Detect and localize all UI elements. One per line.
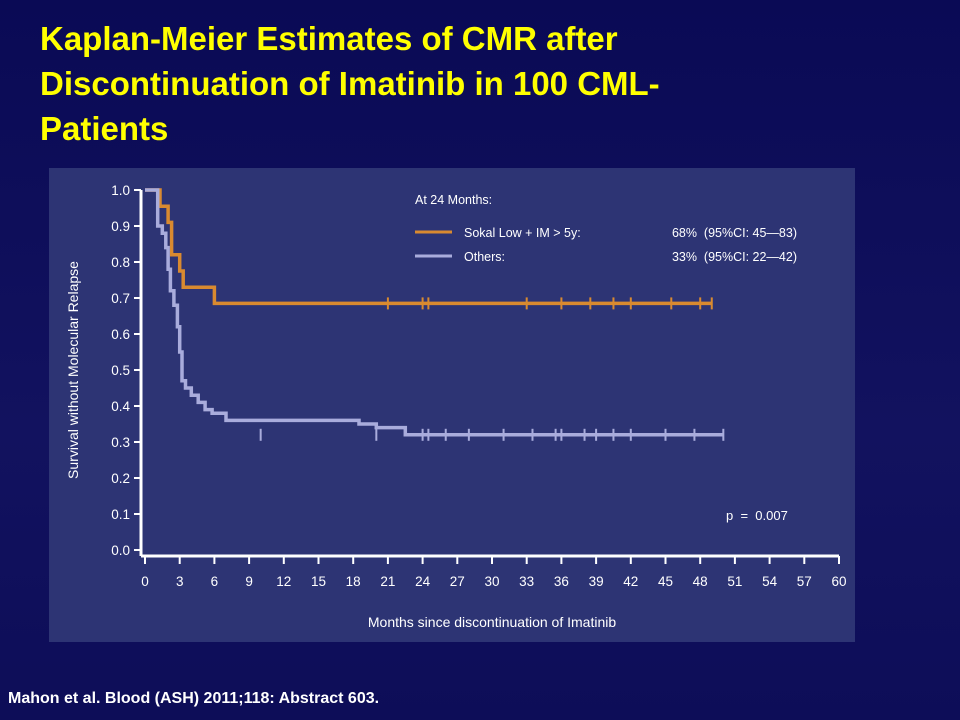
legend-stat-others: 33% (95%CI: 22—42): [672, 250, 797, 264]
x-tick-label: 57: [797, 574, 812, 589]
y-tick-label: 0.2: [111, 471, 130, 486]
legend-label-sokal: Sokal Low + IM > 5y:: [464, 226, 581, 240]
y-tick-label: 0.9: [111, 219, 130, 234]
x-tick-label: 48: [693, 574, 708, 589]
x-tick-label: 15: [311, 574, 326, 589]
citation: Mahon et al. Blood (ASH) 2011;118: Abstr…: [8, 690, 380, 707]
x-tick-label: 18: [346, 574, 361, 589]
series-layer: [145, 188, 725, 441]
y-tick-label: 0.5: [111, 363, 130, 378]
x-tick-label: 51: [727, 574, 742, 589]
y-tick-label: 0.0: [111, 543, 130, 558]
series-others-line: [145, 188, 724, 437]
x-tick-label: 54: [762, 574, 778, 589]
x-tick-label: 60: [831, 574, 846, 589]
y-tick-label: 0.6: [111, 327, 130, 342]
axes-layer: 0.00.10.20.30.40.50.60.70.80.91.00 3 6 9 12 1…: [111, 183, 846, 589]
x-tick-label: 42: [623, 574, 638, 589]
x-tick-label: 0: [141, 574, 149, 589]
x-tick-label: 12: [276, 574, 291, 589]
title-line-1: Kaplan-Meier Estimates of CMR after: [40, 20, 618, 57]
title-line-3: Patients: [40, 110, 169, 147]
title-line-2: Discontinuation of Imatinib in 100 CML-: [40, 65, 660, 102]
legend-header: At 24 Months:: [415, 193, 492, 207]
y-tick-label: 0.7: [111, 291, 130, 306]
x-tick-label: 33: [519, 574, 534, 589]
x-tick-label: 21: [380, 574, 395, 589]
legend-stat-sokal: 68% (95%CI: 45—83): [672, 226, 797, 240]
kaplan-meier-chart: 0.00.10.20.30.40.50.60.70.80.91.00 3 6 9 12 1…: [65, 183, 847, 630]
p-value-annotation: p = 0.007: [726, 508, 788, 523]
x-axis-label: Months since discontinuation of Imatinib: [368, 614, 616, 630]
series-sokal-low-line: [145, 188, 712, 306]
x-tick-label: 27: [450, 574, 465, 589]
y-tick-label: 0.3: [111, 435, 130, 450]
y-tick-label: 0.4: [111, 399, 130, 414]
x-tick-label: 30: [484, 574, 499, 589]
y-axis-label: Survival without Molecular Relapse: [65, 261, 81, 479]
x-tick-label: 6: [211, 574, 219, 589]
legend-label-others: Others:: [464, 250, 505, 264]
x-tick-label: 24: [415, 574, 431, 589]
chart-panel: [49, 168, 855, 642]
x-tick-label: 36: [554, 574, 569, 589]
legend: At 24 Months: Sokal Low + IM > 5y: 68% (…: [415, 193, 797, 264]
y-tick-label: 0.8: [111, 255, 130, 270]
x-tick-label: 39: [589, 574, 604, 589]
y-tick-label: 1.0: [111, 183, 130, 198]
x-tick-label: 45: [658, 574, 673, 589]
x-tick-label: 3: [176, 574, 184, 589]
x-tick-label: 9: [245, 574, 253, 589]
y-tick-label: 0.1: [111, 507, 130, 522]
slide-title: Kaplan-Meier Estimates of CMR after Disc…: [40, 16, 920, 151]
